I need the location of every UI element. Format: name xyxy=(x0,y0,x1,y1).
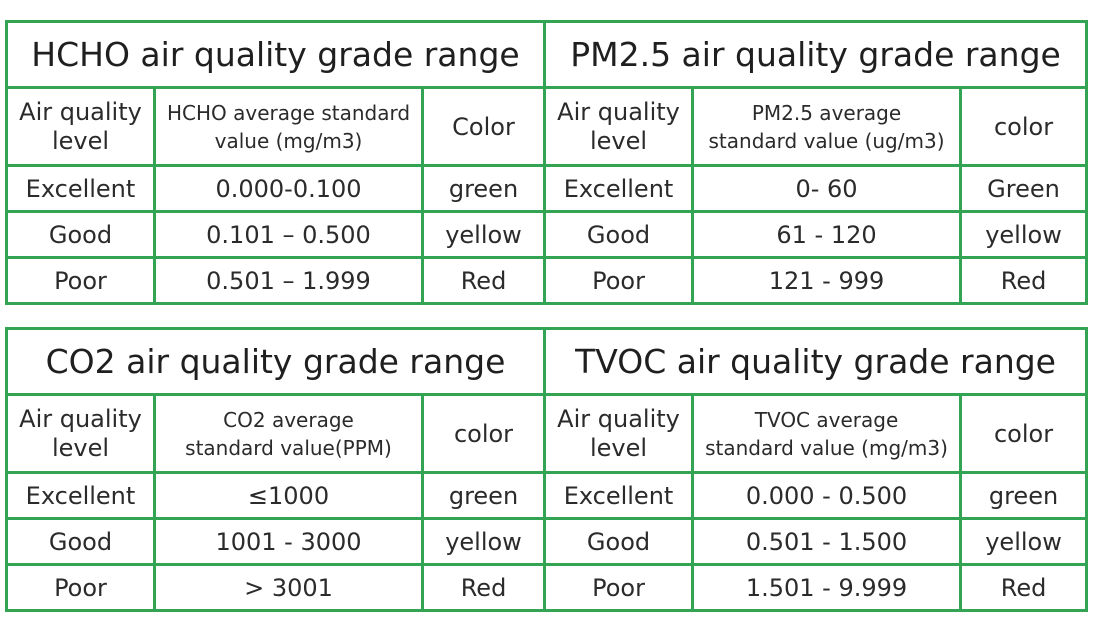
hcho-color-cell: yellow xyxy=(420,210,547,259)
tvoc-level-cell: Excellent xyxy=(543,471,695,520)
table-row: Excellent ≤1000 green Excellent 0.000 - … xyxy=(5,471,1089,520)
header-row: Air quality level CO2 average standard v… xyxy=(5,393,1089,474)
hcho-value-cell: 0.101 – 0.500 xyxy=(153,210,424,259)
table-row: Good 0.101 – 0.500 yellow Good 61 - 120 … xyxy=(5,210,1089,259)
co2-level-cell: Poor xyxy=(5,563,156,612)
pm25-color-header: color xyxy=(959,86,1089,167)
table-row: Poor > 3001 Red Poor 1.501 - 9.999 Red xyxy=(5,563,1089,612)
tvoc-level-cell: Poor xyxy=(543,563,695,612)
hcho-level-cell: Excellent xyxy=(5,164,156,213)
hcho-color-cell: green xyxy=(420,164,547,213)
header-row: Air quality level HCHO average standard … xyxy=(5,86,1089,167)
co2-level-cell: Excellent xyxy=(5,471,156,520)
title-row: CO2 air quality grade range TVOC air qua… xyxy=(4,327,1089,396)
pm25-color-cell: Red xyxy=(959,256,1089,305)
co2-value-cell: 1001 - 3000 xyxy=(153,517,424,566)
co2-color-cell: green xyxy=(420,471,547,520)
tvoc-color-cell: green xyxy=(959,471,1089,520)
tvoc-color-header: color xyxy=(959,393,1089,474)
co2-color-cell: Red xyxy=(420,563,547,612)
tvoc-level-cell: Good xyxy=(543,517,695,566)
tvoc-color-cell: Red xyxy=(959,563,1089,612)
hcho-level-cell: Good xyxy=(5,210,156,259)
tvoc-level-header: Air quality level xyxy=(543,393,695,474)
co2-level-header: Air quality level xyxy=(5,393,156,474)
tvoc-color-cell: yellow xyxy=(959,517,1089,566)
hcho-value-header: HCHO average standard value (mg/m3) xyxy=(153,86,424,167)
hcho-color-header: Color xyxy=(420,86,547,167)
pm25-table-title: PM2.5 air quality grade range xyxy=(543,20,1089,89)
hcho-table-title: HCHO air quality grade range xyxy=(4,20,547,89)
hcho-value-cell: 0.501 – 1.999 xyxy=(153,256,424,305)
co2-level-cell: Good xyxy=(5,517,156,566)
hcho-value-cell: 0.000-0.100 xyxy=(153,164,424,213)
table-row: Good 1001 - 3000 yellow Good 0.501 - 1.5… xyxy=(5,517,1089,566)
co2-table-title: CO2 air quality grade range xyxy=(4,327,547,396)
pm25-level-cell: Excellent xyxy=(543,164,695,213)
co2-value-cell: ≤1000 xyxy=(153,471,424,520)
pm25-value-cell: 61 - 120 xyxy=(691,210,963,259)
title-row: HCHO air quality grade range PM2.5 air q… xyxy=(4,20,1089,89)
tvoc-table-title: TVOC air quality grade range xyxy=(543,327,1089,396)
tvoc-value-header: TVOC average standard value (mg/m3) xyxy=(691,393,963,474)
table-row: Poor 0.501 – 1.999 Red Poor 121 - 999 Re… xyxy=(5,256,1089,305)
pm25-level-cell: Poor xyxy=(543,256,695,305)
co2-color-header: color xyxy=(420,393,547,474)
co2-value-cell: > 3001 xyxy=(153,563,424,612)
tvoc-value-cell: 0.501 - 1.500 xyxy=(691,517,963,566)
tvoc-value-cell: 1.501 - 9.999 xyxy=(691,563,963,612)
pm25-level-cell: Good xyxy=(543,210,695,259)
co2-value-header: CO2 average standard value(PPM) xyxy=(153,393,424,474)
pm25-color-cell: yellow xyxy=(959,210,1089,259)
hcho-color-cell: Red xyxy=(420,256,547,305)
hcho-level-cell: Poor xyxy=(5,256,156,305)
pm25-value-cell: 121 - 999 xyxy=(691,256,963,305)
tvoc-value-cell: 0.000 - 0.500 xyxy=(691,471,963,520)
table-row: Excellent 0.000-0.100 green Excellent 0-… xyxy=(5,164,1089,213)
pm25-level-header: Air quality level xyxy=(543,86,695,167)
hcho-level-header: Air quality level xyxy=(5,86,156,167)
co2-tvoc-grade-table: CO2 air quality grade range TVOC air qua… xyxy=(4,327,1089,612)
pm25-value-cell: 0- 60 xyxy=(691,164,963,213)
pm25-color-cell: Green xyxy=(959,164,1089,213)
hcho-pm25-grade-table: HCHO air quality grade range PM2.5 air q… xyxy=(4,20,1089,305)
pm25-value-header: PM2.5 average standard value (ug/m3) xyxy=(691,86,963,167)
co2-color-cell: yellow xyxy=(420,517,547,566)
